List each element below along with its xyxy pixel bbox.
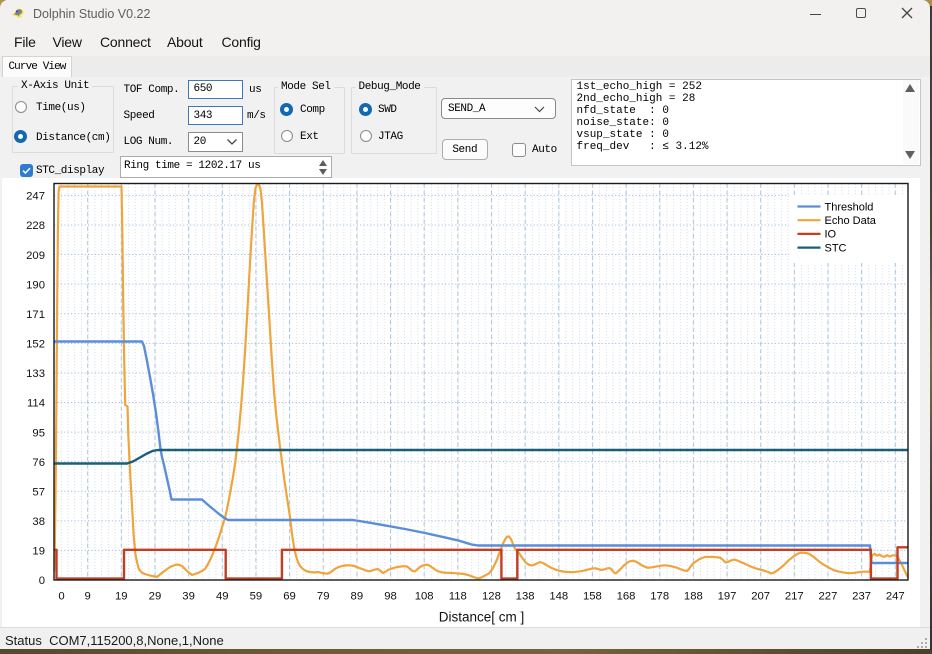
svg-text:209: 209: [26, 250, 45, 262]
svg-text:59: 59: [250, 591, 263, 603]
svg-text:76: 76: [32, 457, 45, 469]
svg-text:Distance[ cm ]: Distance[ cm ]: [439, 610, 525, 625]
svg-text:19: 19: [115, 591, 128, 603]
svg-text:Echo Data: Echo Data: [825, 215, 877, 227]
svg-text:237: 237: [852, 591, 871, 603]
svg-text:138: 138: [516, 591, 535, 603]
svg-text:Threshold: Threshold: [825, 201, 874, 213]
svg-text:207: 207: [751, 591, 770, 603]
svg-text:148: 148: [549, 591, 568, 603]
svg-text:98: 98: [384, 591, 397, 603]
svg-text:118: 118: [449, 591, 467, 603]
svg-text:227: 227: [819, 591, 838, 603]
svg-text:49: 49: [216, 591, 229, 603]
svg-text:39: 39: [182, 591, 195, 603]
svg-text:114: 114: [27, 398, 45, 410]
svg-text:188: 188: [684, 591, 703, 603]
svg-text:IO: IO: [825, 229, 837, 241]
svg-text:0: 0: [39, 575, 45, 587]
svg-text:133: 133: [26, 368, 45, 380]
svg-text:95: 95: [32, 427, 45, 439]
svg-text:89: 89: [351, 591, 364, 603]
svg-text:108: 108: [415, 591, 434, 603]
svg-text:197: 197: [718, 591, 737, 603]
svg-text:79: 79: [317, 591, 330, 603]
svg-text:29: 29: [149, 591, 162, 603]
svg-text:171: 171: [26, 309, 45, 321]
svg-text:178: 178: [650, 591, 669, 603]
svg-text:190: 190: [26, 279, 45, 291]
svg-text:228: 228: [26, 220, 45, 232]
svg-text:217: 217: [785, 591, 804, 603]
svg-text:69: 69: [283, 591, 296, 603]
svg-text:247: 247: [886, 591, 905, 603]
svg-text:57: 57: [32, 486, 45, 498]
svg-text:128: 128: [482, 591, 501, 603]
svg-text:152: 152: [26, 339, 45, 351]
svg-text:9: 9: [85, 591, 91, 603]
svg-text:168: 168: [617, 591, 636, 603]
svg-text:0: 0: [58, 591, 64, 603]
svg-text:38: 38: [32, 516, 45, 528]
svg-text:158: 158: [583, 591, 602, 603]
svg-text:19: 19: [32, 546, 45, 558]
svg-text:STC: STC: [825, 242, 847, 254]
svg-text:247: 247: [26, 191, 45, 203]
